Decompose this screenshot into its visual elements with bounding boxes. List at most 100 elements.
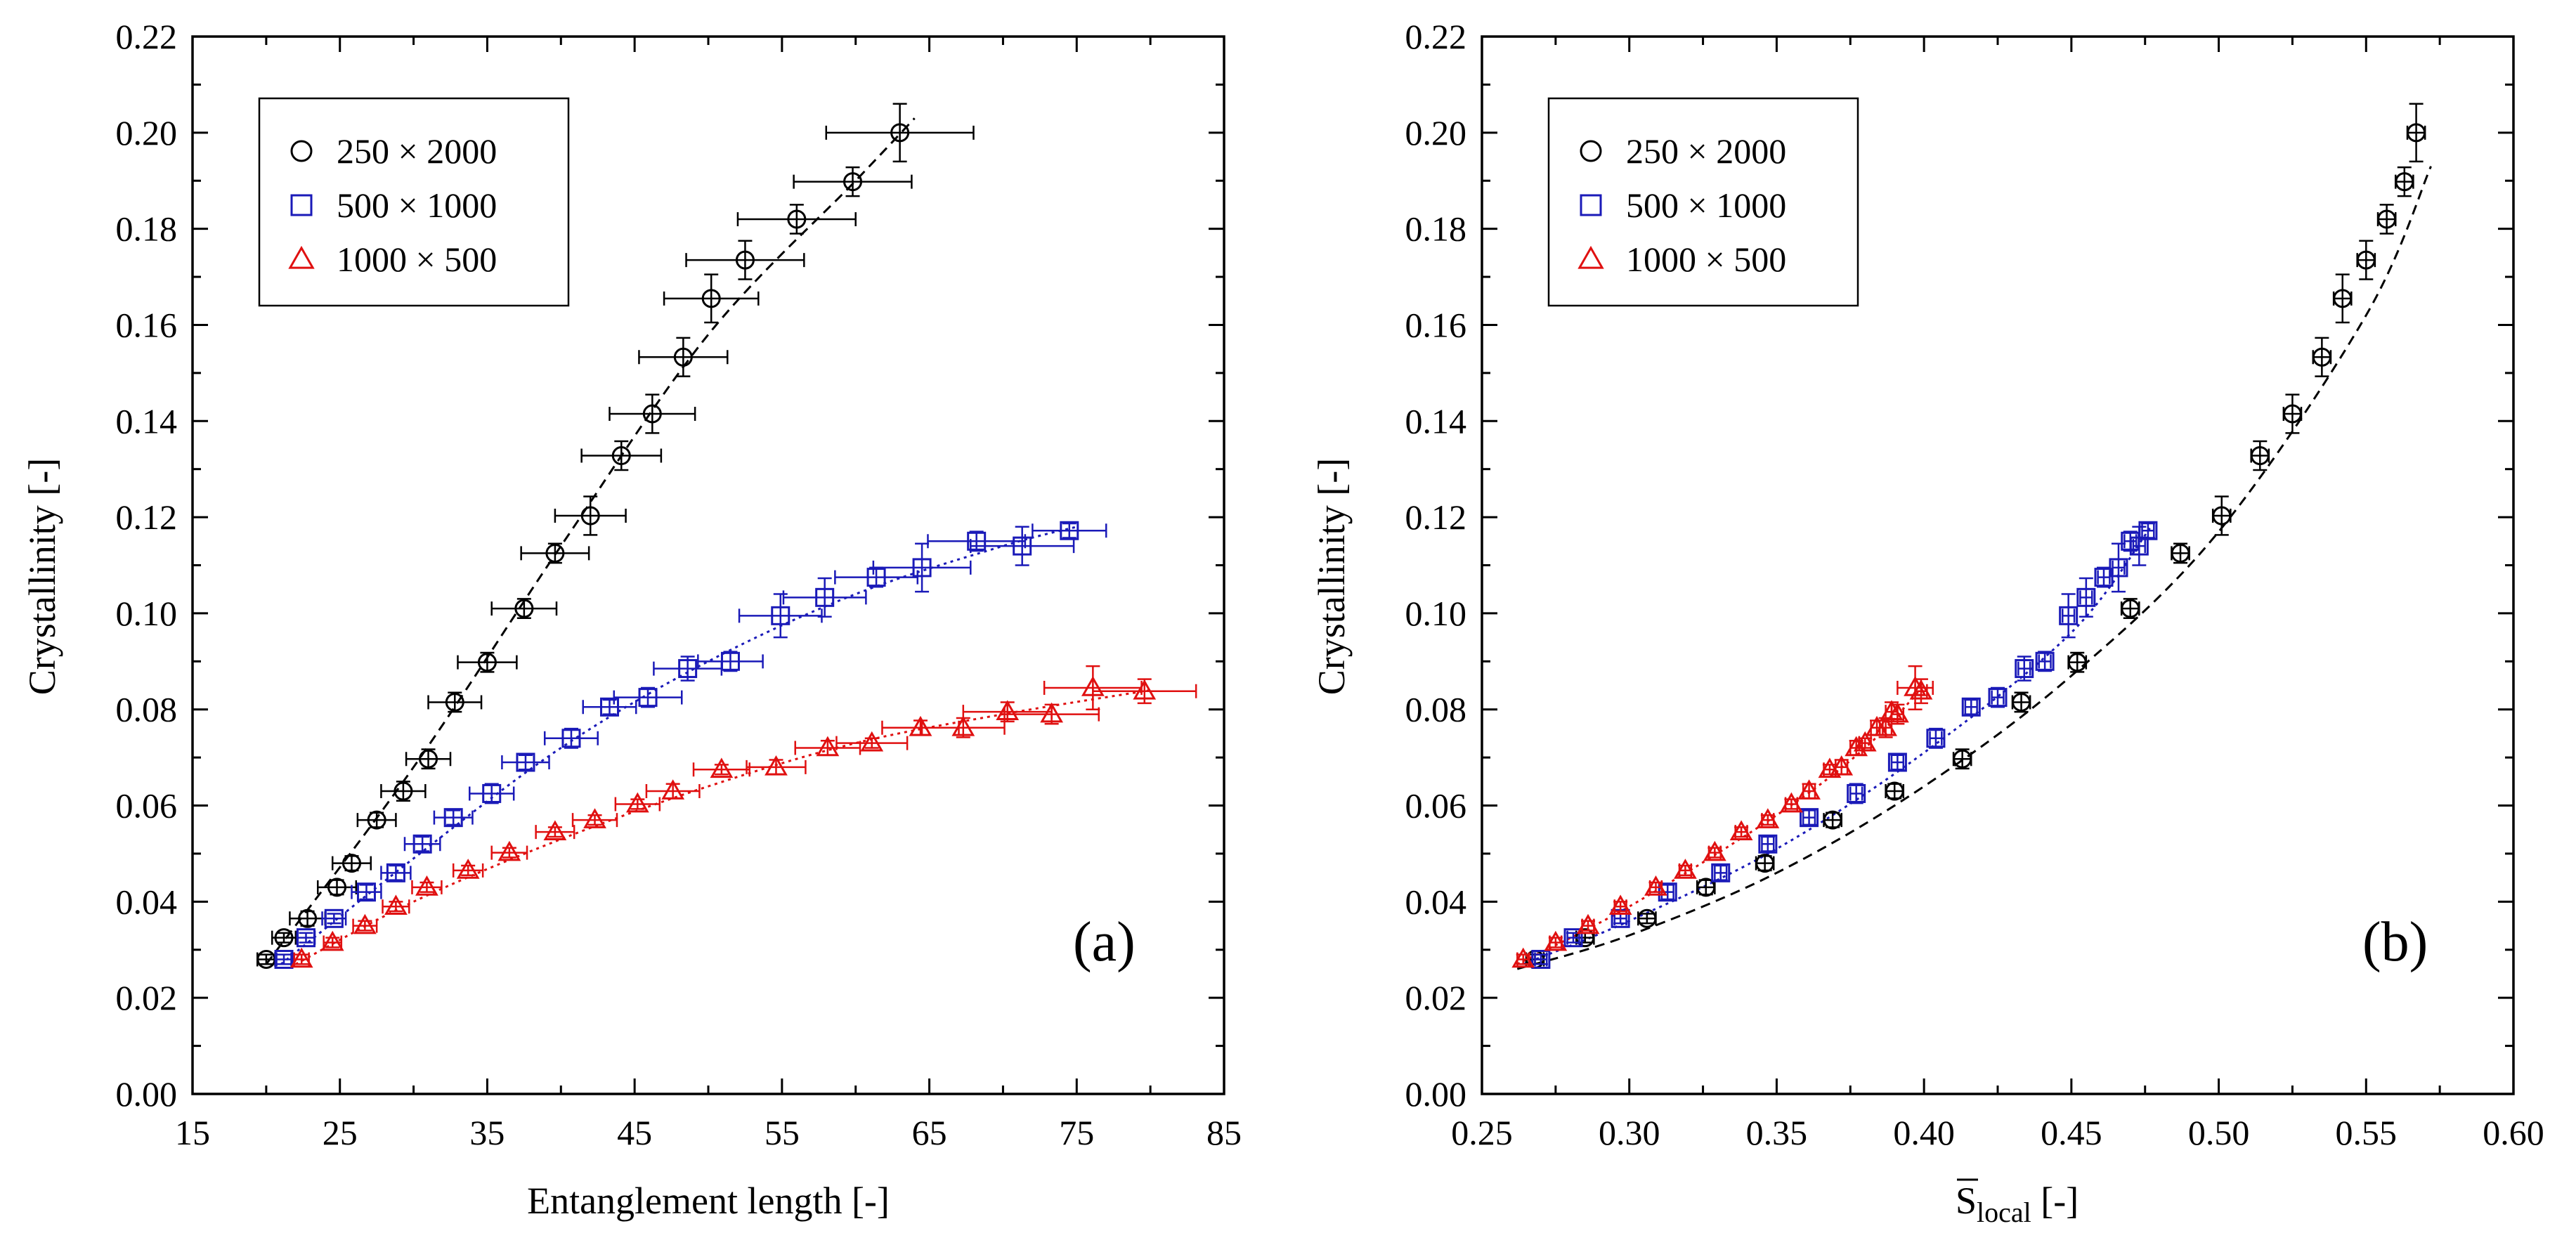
fit-line: [280, 526, 1077, 965]
y-tick-label: 0.06: [1405, 786, 1467, 826]
y-error-bar: [294, 953, 309, 965]
legend-marker-triangle: [1578, 245, 1604, 269]
data-point-triangle: [625, 792, 649, 813]
data-point-square: [2094, 568, 2114, 587]
y-error-bar: [419, 881, 434, 893]
data-point-square: [1800, 808, 1819, 828]
data-point-circle: [393, 781, 413, 801]
data-point-circle: [787, 209, 807, 229]
y-error-bar: [389, 864, 403, 881]
y-error-bar: [277, 953, 292, 965]
data-point-square: [296, 928, 316, 948]
y-error-bar: [389, 901, 403, 913]
chart-panel-a: 15 25 35 45 55 65 75 85 0.00 0.02 0.04 0.06 0.08 0.10…: [21, 17, 1242, 1222]
y-error-bar: [1533, 953, 1548, 965]
data-point-circle: [2356, 250, 2376, 270]
data-point-triangle: [1133, 679, 1157, 700]
data-point-square: [386, 863, 405, 882]
series-circle: [1525, 103, 2426, 969]
fit-line: [1523, 526, 2152, 965]
data-point-triangle: [816, 736, 840, 757]
series-circle: [256, 103, 975, 969]
y-error-bar: [630, 798, 645, 810]
data-point-triangle: [1853, 731, 1877, 752]
y-error-bar: [1760, 835, 1775, 852]
fit-line: [295, 689, 1151, 965]
data-point-circle: [580, 506, 600, 526]
y-error-bar: [325, 937, 340, 949]
y-error-bar: [704, 273, 719, 324]
y-tick-label: 0.18: [116, 209, 178, 249]
y-error-bar: [2111, 542, 2126, 593]
data-point-square: [1531, 949, 1551, 969]
fit-line: [265, 117, 916, 965]
legend-marker-square: [290, 194, 313, 216]
data-point-square: [1926, 729, 1946, 748]
x-tick-label: 65: [912, 1113, 947, 1152]
data-point-circle: [419, 749, 438, 769]
data-point-square: [866, 568, 886, 587]
x-tick-label: 55: [765, 1113, 800, 1152]
y-error-bar: [1858, 737, 1873, 749]
y-tick-label: 0.04: [1405, 882, 1467, 921]
y-error-bar: [518, 754, 533, 771]
data-point-square: [815, 587, 835, 607]
data-point-square: [1711, 863, 1731, 882]
data-point-square: [1758, 834, 1778, 854]
y-error-bar: [448, 691, 462, 713]
x-tick-label: 0.40: [1893, 1113, 1955, 1152]
y-error-bar: [277, 932, 292, 944]
x-axis-label: Entanglement length [-]: [527, 1180, 890, 1222]
data-point-triangle: [1644, 875, 1667, 896]
x-tick-label: 25: [323, 1113, 358, 1152]
data-point-circle: [735, 250, 755, 270]
data-point-circle: [2212, 506, 2232, 526]
data-point-circle: [274, 928, 294, 948]
data-point-square: [967, 531, 987, 551]
data-point-square: [2109, 558, 2128, 578]
data-point-triangle: [497, 840, 521, 861]
data-point-square: [720, 651, 740, 671]
y-error-bar: [915, 542, 930, 593]
data-point-circle: [477, 653, 497, 672]
legend-label: 1000 × 500: [1626, 240, 1786, 279]
y-error-bar: [484, 783, 499, 804]
y-error-bar: [789, 204, 804, 235]
y-error-bar: [2123, 598, 2138, 619]
x-axis-label-suffix: [-]: [2031, 1180, 2079, 1222]
y-tick-label: 0.14: [1405, 401, 1467, 441]
data-point-square: [274, 949, 294, 969]
data-point-square: [412, 834, 432, 854]
data-point-square: [638, 688, 658, 708]
data-point-circle: [514, 599, 534, 618]
y-error-bar: [1849, 783, 1863, 804]
panel-label: (a): [1073, 911, 1136, 973]
x-tick-label: 75: [1059, 1113, 1094, 1152]
y-tick-label: 0.02: [1405, 978, 1467, 1017]
legend-label: 250 × 2000: [1626, 131, 1786, 171]
data-point-triangle: [353, 913, 377, 934]
y-error-bar: [614, 440, 629, 471]
data-point-triangle: [456, 859, 480, 879]
data-point-square: [1060, 521, 1079, 540]
x-tick-label: 15: [175, 1113, 210, 1152]
data-point-circle: [1953, 749, 1972, 769]
y-error-bar: [1613, 901, 1628, 913]
data-point-square: [324, 908, 344, 928]
data-point-circle: [2012, 692, 2031, 712]
y-error-bar: [1062, 522, 1076, 539]
data-point-square: [2138, 521, 2158, 540]
data-point-circle: [611, 446, 631, 466]
y-error-bar: [2096, 566, 2111, 588]
data-point-triangle: [1544, 930, 1568, 951]
data-point-triangle: [543, 820, 567, 841]
y-error-bar: [299, 932, 313, 944]
data-point-circle: [367, 810, 386, 830]
data-point-triangle: [951, 715, 975, 736]
y-error-bar: [845, 166, 860, 197]
x-tick-label: 35: [469, 1113, 505, 1152]
y-error-bar: [738, 240, 753, 280]
y-error-bar: [2214, 495, 2229, 536]
data-point-circle: [1637, 908, 1657, 928]
data-point-square: [2035, 651, 2055, 671]
